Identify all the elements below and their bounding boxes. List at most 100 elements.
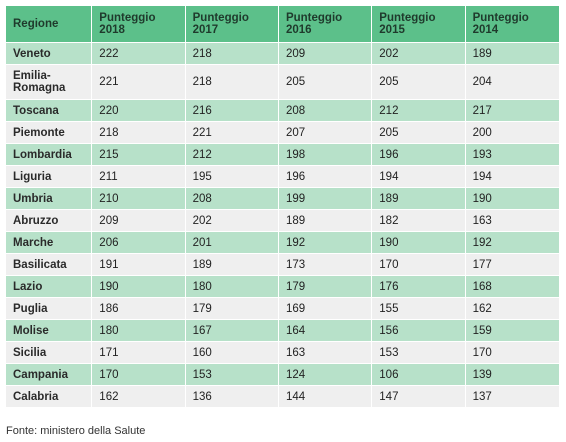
score-2014-cell: 189	[465, 42, 559, 64]
score-2017-cell: 208	[185, 187, 279, 209]
score-table-container: Regione Punteggio 2018 Punteggio 2017 Punt…	[6, 6, 559, 407]
table-row: Puglia 186 179 169 155 162	[6, 297, 559, 319]
header-region: Regione	[6, 6, 93, 42]
score-2015-cell: 194	[372, 165, 466, 187]
score-2017-cell: 160	[185, 341, 279, 363]
table-row: Molise 180 167 164 156 159	[6, 319, 559, 341]
score-2015-cell: 202	[372, 42, 466, 64]
header-2015: Punteggio 2015	[372, 6, 466, 42]
score-2015-cell: 106	[372, 363, 466, 385]
score-2018-cell: 220	[92, 99, 186, 121]
region-cell: Toscana	[6, 99, 93, 121]
header-2017-line1: Punteggio	[192, 12, 249, 24]
score-2015-cell: 155	[372, 297, 466, 319]
score-2014-cell: 139	[465, 363, 559, 385]
header-2015-line1: Punteggio	[379, 12, 436, 24]
score-2018-cell: 222	[92, 42, 186, 64]
score-2014-cell: 217	[465, 99, 559, 121]
score-2016-cell: 207	[278, 121, 373, 143]
score-2018-cell: 171	[92, 341, 186, 363]
score-2018-cell: 162	[92, 385, 186, 407]
region-cell: Abruzzo	[6, 209, 93, 231]
score-2017-cell: 179	[185, 297, 279, 319]
score-2016-cell: 144	[278, 385, 373, 407]
table-row: Campania 170 153 124 106 139	[6, 363, 559, 385]
source-note: Fonte: ministero della Salute	[6, 425, 146, 437]
score-2017-cell: 212	[185, 143, 279, 165]
score-2016-cell: 192	[278, 231, 373, 253]
score-2017-cell: 202	[185, 209, 279, 231]
score-2017-cell: 167	[185, 319, 279, 341]
header-2018-line1: Punteggio	[99, 12, 156, 24]
score-2014-cell: 137	[465, 385, 559, 407]
score-2018-cell: 180	[92, 319, 186, 341]
region-cell: Puglia	[6, 297, 93, 319]
header-2014: Punteggio 2014	[465, 6, 559, 42]
score-2016-cell: 164	[278, 319, 373, 341]
score-2016-cell: 205	[278, 64, 373, 99]
region-cell: Lazio	[6, 275, 93, 297]
score-2015-cell: 153	[372, 341, 466, 363]
score-2016-cell: 208	[278, 99, 373, 121]
score-2018-cell: 190	[92, 275, 186, 297]
score-2015-cell: 147	[372, 385, 466, 407]
score-2016-cell: 124	[278, 363, 373, 385]
score-2015-cell: 212	[372, 99, 466, 121]
table-row: Marche 206 201 192 190 192	[6, 231, 559, 253]
table-row: Lombardia 215 212 198 196 193	[6, 143, 559, 165]
score-2017-cell: 153	[185, 363, 279, 385]
score-2018-cell: 191	[92, 253, 186, 275]
score-2016-cell: 169	[278, 297, 373, 319]
header-2014-line1: Punteggio	[472, 12, 529, 24]
score-2014-cell: 170	[465, 341, 559, 363]
score-2016-cell: 209	[278, 42, 373, 64]
score-2017-cell: 136	[185, 385, 279, 407]
region-cell: Liguria	[6, 165, 93, 187]
header-2016: Punteggio 2016	[278, 6, 373, 42]
score-2014-cell: 162	[465, 297, 559, 319]
score-2014-cell: 194	[465, 165, 559, 187]
table-row: Abruzzo 209 202 189 182 163	[6, 209, 559, 231]
score-2018-cell: 170	[92, 363, 186, 385]
score-2015-cell: 190	[372, 231, 466, 253]
score-2018-cell: 210	[92, 187, 186, 209]
score-2016-cell: 189	[278, 209, 373, 231]
table-row: Liguria 211 195 196 194 194	[6, 165, 559, 187]
header-2018-line2: 2018	[99, 24, 125, 36]
score-2017-cell: 189	[185, 253, 279, 275]
table-body: Veneto 222 218 209 202 189 Emilia- Romagn…	[6, 42, 559, 407]
score-2014-cell: 192	[465, 231, 559, 253]
score-2014-cell: 168	[465, 275, 559, 297]
region-cell: Piemonte	[6, 121, 93, 143]
region-cell: Calabria	[6, 385, 93, 407]
table-header: Regione Punteggio 2018 Punteggio 2017 Punt…	[6, 6, 559, 42]
score-2017-cell: 180	[185, 275, 279, 297]
region-cell: Basilicata	[6, 253, 93, 275]
table-row: Toscana 220 216 208 212 217	[6, 99, 559, 121]
region-cell: Veneto	[6, 42, 93, 64]
score-2015-cell: 205	[372, 64, 466, 99]
score-2015-cell: 196	[372, 143, 466, 165]
table-row: Piemonte 218 221 207 205 200	[6, 121, 559, 143]
score-table: Regione Punteggio 2018 Punteggio 2017 Punt…	[6, 6, 559, 407]
score-2016-cell: 179	[278, 275, 373, 297]
table-row: Veneto 222 218 209 202 189	[6, 42, 559, 64]
score-2018-cell: 218	[92, 121, 186, 143]
region-line2: Romagna	[13, 82, 66, 94]
score-2016-cell: 198	[278, 143, 373, 165]
score-2018-cell: 186	[92, 297, 186, 319]
score-2016-cell: 196	[278, 165, 373, 187]
table-row: Umbria 210 208 199 189 190	[6, 187, 559, 209]
header-2015-line2: 2015	[379, 24, 405, 36]
table-row: Emilia- Romagna 221 218 205 205 204	[6, 64, 559, 99]
score-2014-cell: 163	[465, 209, 559, 231]
score-2017-cell: 218	[185, 42, 279, 64]
score-2016-cell: 163	[278, 341, 373, 363]
score-2015-cell: 156	[372, 319, 466, 341]
score-2018-cell: 221	[92, 64, 186, 99]
region-cell: Campania	[6, 363, 93, 385]
score-2018-cell: 215	[92, 143, 186, 165]
header-2016-line1: Punteggio	[285, 12, 343, 24]
region-cell: Molise	[6, 319, 93, 341]
header-row: Regione Punteggio 2018 Punteggio 2017 Punt…	[6, 6, 559, 42]
